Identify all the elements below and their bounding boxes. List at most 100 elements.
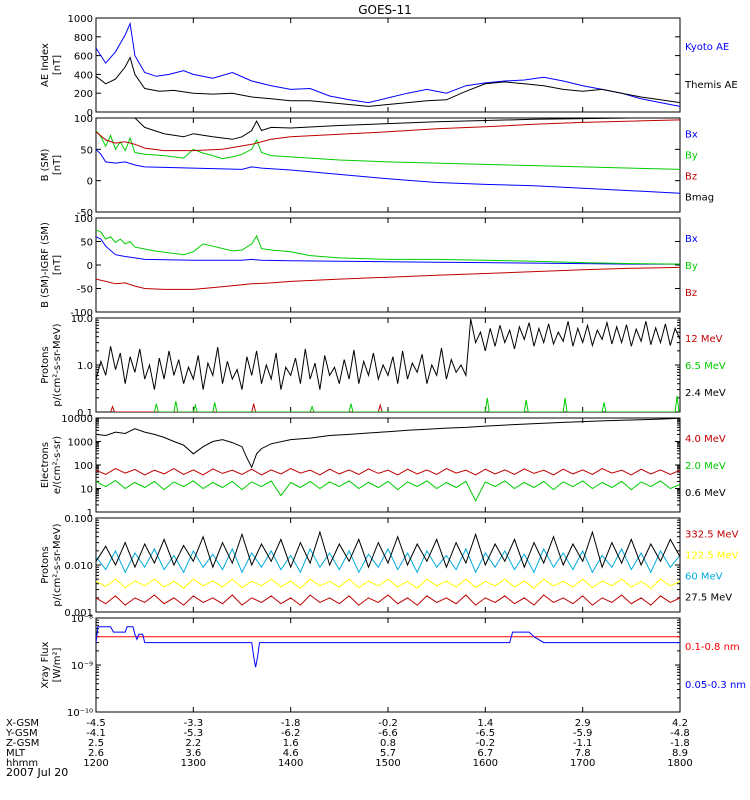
legend-label: Kyoto AE	[685, 42, 729, 53]
y-tick-label: 0.1	[77, 408, 93, 419]
footer-value: 1.6	[283, 738, 299, 749]
series-line	[96, 578, 680, 589]
footer-value: -0.2	[378, 718, 398, 729]
y-axis-label: [nT]	[52, 55, 63, 75]
footer-value: 4.2	[672, 718, 688, 729]
y-tick-label: 600	[74, 52, 93, 63]
panel-frame	[95, 317, 681, 413]
y-tick-label: 1	[87, 508, 93, 519]
footer-value: -5.9	[573, 728, 593, 739]
legend-label: By	[685, 151, 698, 162]
series-line	[96, 130, 680, 170]
y-axis-label: e/(cm²-s-sr)	[52, 436, 63, 494]
panel-5: 1 10 100 1000 10000 Electrons e/(cm²-s-sr) 4.0 …	[40, 414, 726, 519]
footer-value: -4.5	[86, 718, 106, 729]
legend-label: 122.5 MeV	[685, 551, 739, 562]
y-tick-label: 0	[87, 177, 93, 188]
legend-label: 4.0 MeV	[685, 434, 726, 445]
y-tick-label: -100	[70, 308, 93, 319]
footer-value: -1.8	[281, 718, 301, 729]
footer-row-label: Z-GSM	[6, 738, 39, 749]
chart-title: GOES-11	[358, 3, 412, 17]
series-line	[96, 148, 680, 194]
panel-3: -100 -50 0 50 100 B (SM)-IGRF (SM) [nT] Bx By Bz	[40, 214, 698, 319]
footer-value: 4.6	[283, 748, 299, 759]
y-tick-label: 0	[87, 261, 93, 272]
y-axis-label: Xray Flux	[40, 641, 51, 688]
footer-value: -6.5	[476, 728, 496, 739]
series-line	[110, 403, 383, 412]
legend-label: 60 MeV	[685, 571, 723, 582]
series-line	[134, 118, 680, 140]
footer-value: -4.1	[86, 728, 106, 739]
y-axis-label: Protons	[40, 546, 51, 583]
footer-value: 7.8	[575, 748, 591, 759]
legend-label: Bx	[685, 130, 698, 141]
y-tick-label: 10⁻⁹	[71, 661, 93, 672]
legend-label: 0.6 MeV	[685, 488, 726, 499]
series-line	[96, 547, 680, 574]
y-tick-label: 0.001	[64, 608, 93, 619]
footer-row-label: hhmm	[6, 758, 38, 769]
footer-value: 1300	[181, 758, 206, 769]
y-tick-label: 1.0	[77, 361, 93, 372]
footer-value: 5.7	[380, 748, 396, 759]
footer-value: 1200	[83, 758, 108, 769]
y-tick-label: 0.100	[64, 514, 93, 525]
y-tick-label: 200	[74, 89, 93, 100]
y-tick-label: 50	[80, 238, 93, 249]
series-line	[96, 229, 680, 265]
y-tick-label: 10⁻⁸	[71, 614, 93, 625]
footer-value: -5.3	[184, 728, 204, 739]
series-line	[96, 236, 680, 265]
footer-value: -4.8	[670, 728, 690, 739]
legend-label: 2.4 MeV	[685, 388, 726, 399]
series-line	[96, 318, 680, 390]
y-tick-label: -50	[77, 285, 93, 296]
legend-label: Bz	[685, 288, 697, 299]
y-tick-label: 100	[74, 214, 93, 225]
panel-frame	[95, 217, 681, 313]
y-tick-label: 100	[74, 114, 93, 125]
panel-2: -50 0 50 100 B (SM) [nT] Bx By Bz Bmag	[40, 114, 714, 219]
y-tick-label: 10.0	[71, 314, 93, 325]
y-axis-label: B (SM)-IGRF (SM)	[40, 222, 51, 308]
footer-value: -1.8	[670, 738, 690, 749]
y-axis-label: [W/m²]	[52, 647, 63, 682]
footer-value: 1500	[375, 758, 400, 769]
y-tick-label: -50	[77, 208, 93, 219]
series-line	[96, 119, 680, 152]
footer-value: -6.2	[281, 728, 301, 739]
footer-value: -6.6	[378, 728, 398, 739]
footer: X-GSM -4.5 -3.3 -1.8 -0.2 1.4 2.9 4.2 Y-GSM -4.1 -…	[5, 718, 693, 769]
footer-value: 8.9	[672, 748, 688, 759]
legend-label: 12 MeV	[685, 334, 723, 345]
y-axis-label: [nT]	[52, 255, 63, 275]
y-tick-label: 0	[87, 108, 93, 119]
footer-value: 2.2	[185, 738, 201, 749]
y-tick-label: 100	[74, 461, 93, 472]
legend-label: By	[685, 261, 698, 272]
footer-value: -3.3	[184, 718, 204, 729]
panel-frame	[95, 617, 681, 713]
legend-label: 332.5 MeV	[685, 530, 739, 541]
footer-value: 1800	[667, 758, 692, 769]
footer-value: -1.1	[573, 738, 593, 749]
y-tick-label: 10	[80, 485, 93, 496]
footer-value: -0.2	[476, 738, 496, 749]
panel-7: 10⁻¹⁰ 10⁻⁹ 10⁻⁸ Xray Flux [W/m²] 0.1-0.8 nm 0.…	[40, 614, 746, 719]
y-tick-label: 800	[74, 33, 93, 44]
footer-value: 1700	[570, 758, 595, 769]
series-line	[96, 594, 680, 606]
footer-value: 6.7	[477, 748, 493, 759]
footer-value: 2.6	[88, 748, 104, 759]
legend-label: Bx	[685, 234, 698, 245]
y-axis-label: p/(cm²-s-sr-MeV)	[52, 323, 63, 406]
y-axis-label: Protons	[40, 346, 51, 383]
series-line	[96, 418, 680, 469]
legend-label: 2.0 MeV	[685, 461, 726, 472]
footer-row-label: X-GSM	[6, 718, 39, 729]
series-line	[96, 626, 680, 668]
